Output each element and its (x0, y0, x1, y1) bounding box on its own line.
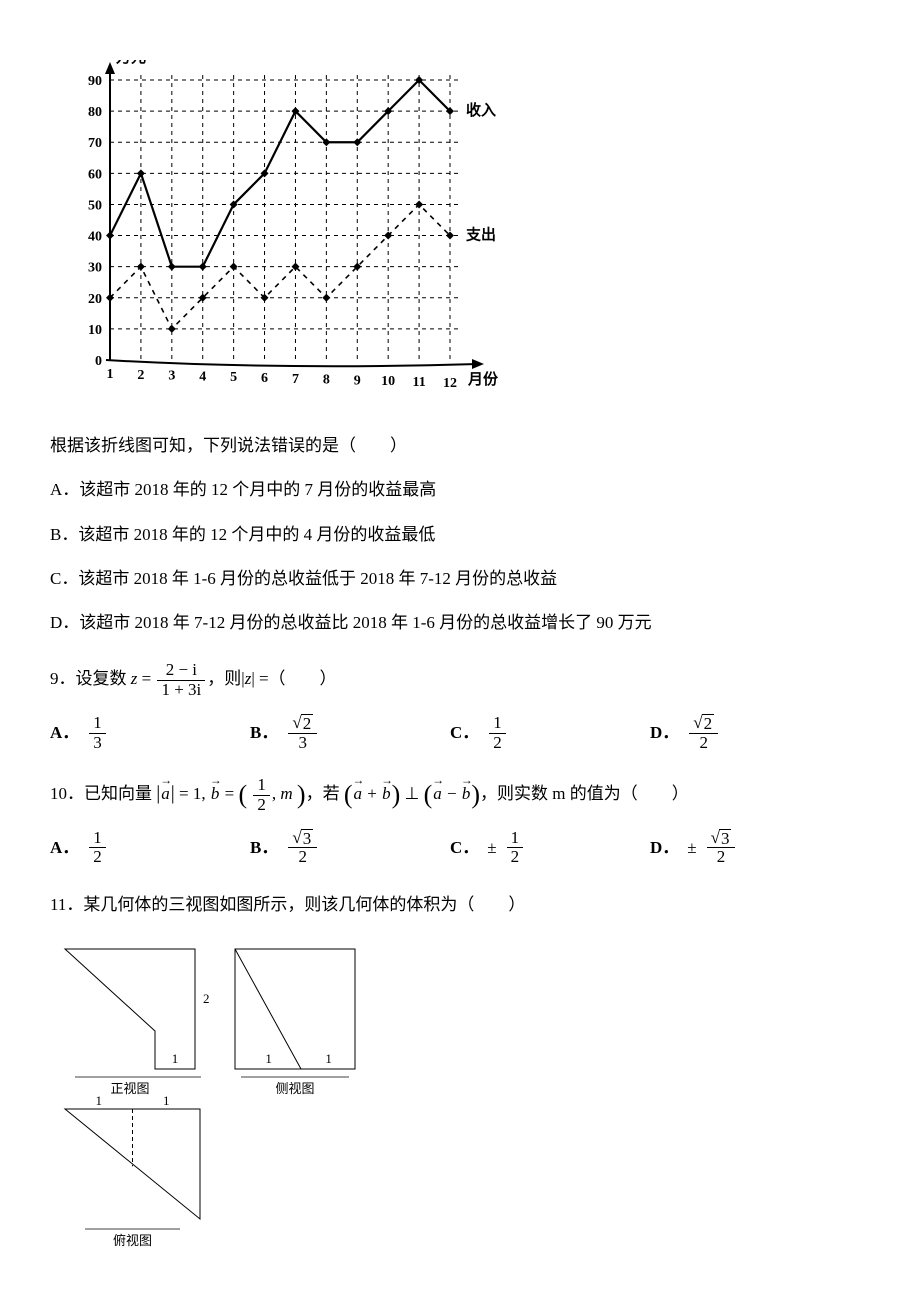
q9-mid1: ，则| (207, 670, 244, 689)
q10-tail: ，则实数 m 的值为（ ） (480, 784, 689, 803)
svg-text:20: 20 (88, 292, 102, 307)
q10-opt-d: D． ±32 (650, 829, 850, 867)
svg-text:60: 60 (88, 167, 102, 182)
chart-option-c: C．该超市 2018 年 1-6 月份的总收益低于 2018 年 7-12 月份… (50, 563, 870, 595)
svg-text:5: 5 (230, 370, 237, 385)
q10-seg1: = 1, (175, 784, 210, 803)
income-expense-chart: 0102030405060708090123456789101112万元月份收入… (50, 60, 870, 400)
svg-text:90: 90 (88, 74, 102, 89)
svg-text:40: 40 (88, 230, 102, 245)
chart-opt-a-text: 该超市 2018 年的 12 个月中的 7 月份的收益最高 (79, 480, 436, 499)
q9-opt-a: A． 13 (50, 714, 250, 752)
svg-text:1: 1 (107, 367, 114, 382)
q9-prefix: 9．设复数 (50, 670, 127, 689)
svg-text:1: 1 (172, 1051, 179, 1066)
chart-option-b: B．该超市 2018 年的 12 个月中的 4 月份的收益最低 (50, 519, 870, 551)
svg-text:7: 7 (292, 372, 299, 387)
q9-d-label: D． (650, 717, 679, 749)
q9-z: z (131, 670, 142, 689)
chart-opt-d-text: 该超市 2018 年 7-12 月份的总收益比 2018 年 1-6 月份的总收… (79, 613, 651, 632)
q9-opt-c: C． 12 (450, 714, 650, 752)
svg-text:1: 1 (265, 1051, 272, 1066)
svg-text:1: 1 (325, 1051, 332, 1066)
opt-label-c: C． (50, 569, 78, 588)
svg-text:1: 1 (163, 1093, 170, 1108)
svg-text:70: 70 (88, 136, 102, 151)
q10-options: A． 12 B． 32 C． ±12 D． ±32 (50, 829, 870, 867)
q9-mid2: | =（ ） (251, 670, 336, 689)
q10-prefix: 10．已知向量 (50, 784, 152, 803)
opt-label-a: A． (50, 480, 79, 499)
q10-opt-a: A． 12 (50, 829, 250, 867)
svg-text:万元: 万元 (115, 60, 146, 66)
svg-text:收入: 收入 (466, 101, 496, 119)
svg-text:3: 3 (168, 369, 175, 384)
svg-text:8: 8 (323, 373, 330, 388)
three-views-svg: 21正视图11侧视图11俯视图 (50, 939, 390, 1249)
chart-option-a: A．该超市 2018 年的 12 个月中的 7 月份的收益最高 (50, 474, 870, 506)
q9-text: 9．设复数 z = 2 − i 1 + 3i ，则|z| =（ ） (50, 661, 870, 699)
svg-text:正视图: 正视图 (110, 1081, 149, 1096)
line-chart-svg: 0102030405060708090123456789101112万元月份收入… (50, 60, 510, 400)
svg-text:10: 10 (88, 323, 102, 338)
svg-text:支出: 支出 (465, 226, 496, 244)
svg-text:1: 1 (96, 1093, 103, 1108)
opt-label-b: B． (50, 525, 78, 544)
svg-text:9: 9 (354, 373, 361, 388)
chart-opt-b-text: 该超市 2018 年的 12 个月中的 4 月份的收益最低 (78, 525, 435, 544)
q9-a-label: A． (50, 717, 79, 749)
three-views: 21正视图11侧视图11俯视图 (50, 939, 870, 1249)
svg-text:4: 4 (199, 369, 206, 384)
q10-opt-b: B． 32 (250, 829, 450, 867)
q9-frac-den: 1 + 3i (157, 680, 205, 700)
svg-text:侧视图: 侧视图 (275, 1081, 314, 1096)
q10-mid: ，若 (306, 784, 340, 803)
chart-question-prompt: 根据该折线图可知，下列说法错误的是（ ） (50, 430, 870, 462)
svg-text:80: 80 (88, 105, 102, 120)
q9-c-label: C． (450, 717, 479, 749)
q9-opt-d: D． 22 (650, 714, 850, 752)
q10-text: 10．已知向量 |a| = 1, b = ( 12, m )，若 (a + b)… (50, 774, 870, 814)
q9-frac: 2 − i 1 + 3i (157, 661, 205, 699)
q10-opt-c: C． ±12 (450, 829, 650, 867)
svg-text:30: 30 (88, 261, 102, 276)
opt-label-d: D． (50, 613, 79, 632)
svg-text:月份: 月份 (467, 370, 499, 388)
svg-text:0: 0 (95, 354, 102, 369)
svg-text:10: 10 (381, 374, 395, 389)
q10-seg2: = (220, 784, 238, 803)
q9-frac-num: 2 − i (157, 661, 205, 680)
svg-text:2: 2 (203, 991, 210, 1006)
q9-options: A． 13 B． 23 C． 12 D． 22 (50, 714, 870, 752)
svg-text:6: 6 (261, 371, 268, 386)
q11-text: 11．某几何体的三视图如图所示，则该几何体的体积为（ ） (50, 889, 870, 921)
q9-opt-b: B． 23 (250, 714, 450, 752)
svg-text:12: 12 (443, 376, 457, 391)
svg-text:50: 50 (88, 198, 102, 213)
svg-text:11: 11 (412, 375, 425, 390)
svg-text:2: 2 (137, 368, 144, 383)
svg-text:俯视图: 俯视图 (113, 1233, 152, 1248)
q9-b-label: B． (250, 717, 278, 749)
chart-option-d: D．该超市 2018 年 7-12 月份的总收益比 2018 年 1-6 月份的… (50, 607, 870, 639)
chart-opt-c-text: 该超市 2018 年 1-6 月份的总收益低于 2018 年 7-12 月份的总… (78, 569, 557, 588)
